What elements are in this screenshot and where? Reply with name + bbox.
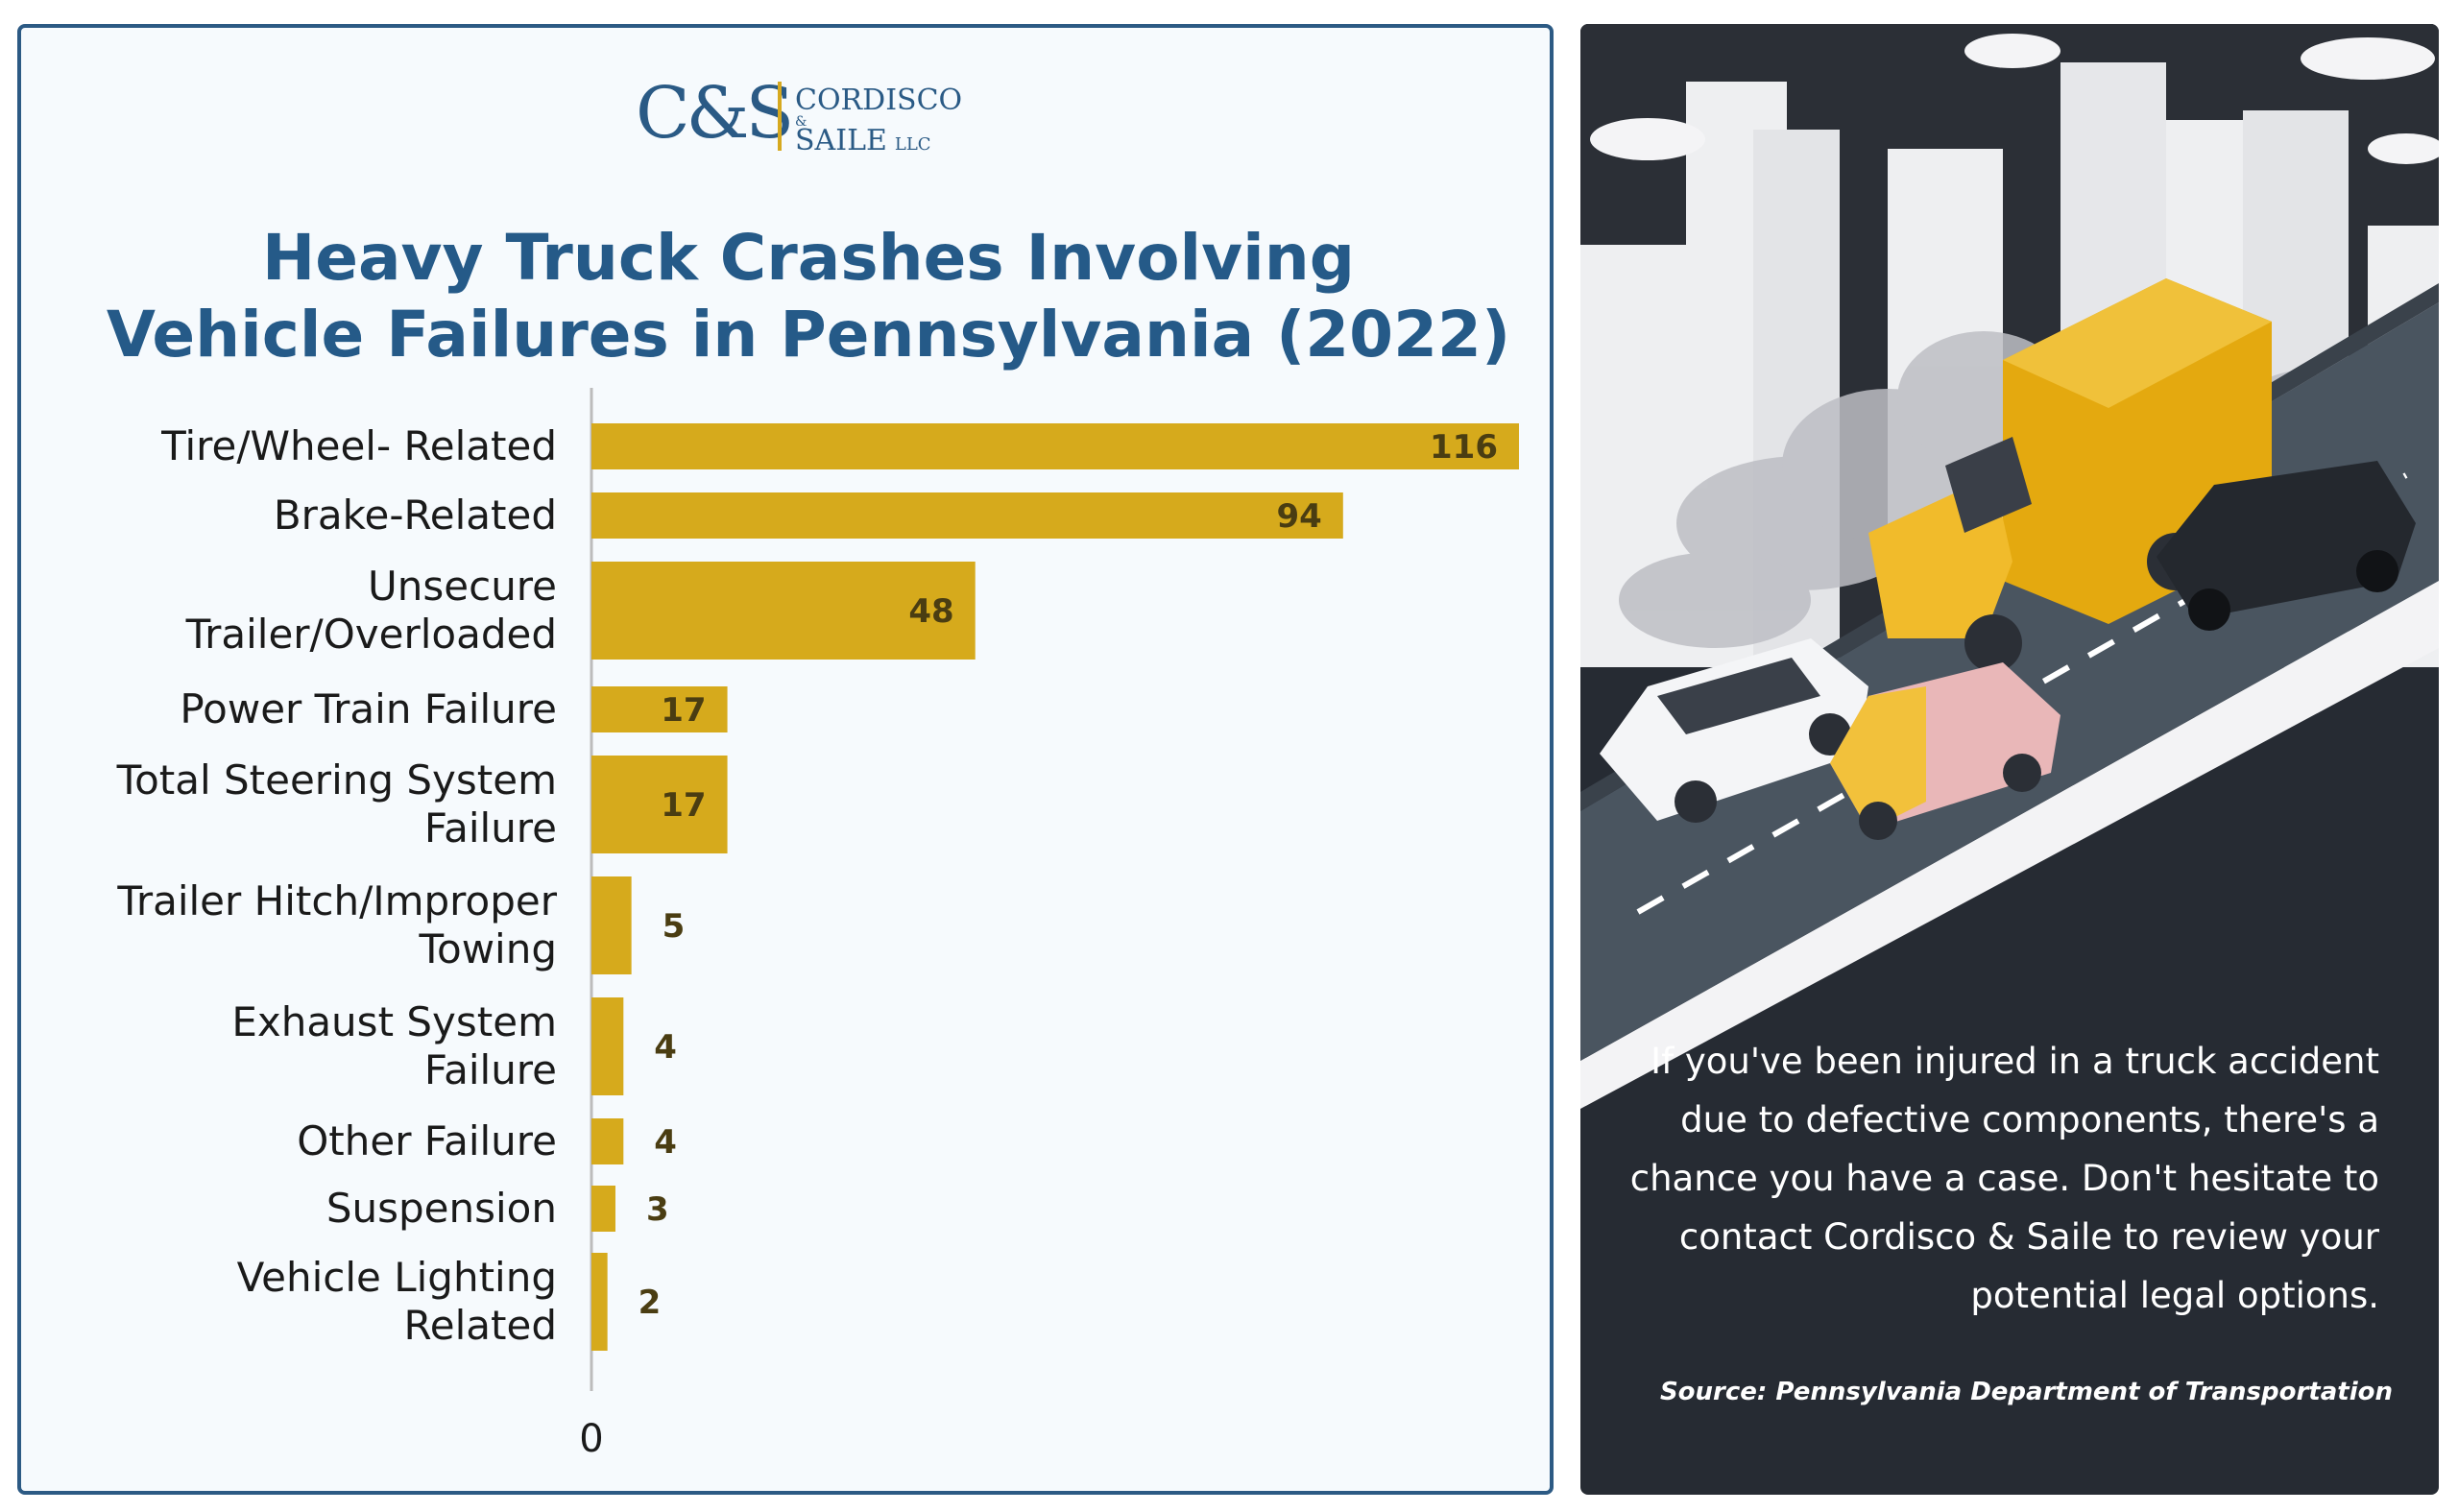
bar (591, 997, 624, 1095)
bar (591, 1118, 624, 1164)
logo-text-ampersand: & (795, 114, 807, 130)
chart-panel: C&S CORDISCO & SAILE LLC Heavy Truck Cras… (17, 24, 1554, 1495)
bar (591, 756, 728, 853)
category-label: Power Train Failure (180, 685, 557, 732)
info-panel: If you've been injured in a truck accide… (1580, 24, 2439, 1495)
cta-message: If you've been injured in a truck accide… (1629, 1041, 2379, 1316)
x-tick-label: 0 (579, 1417, 603, 1461)
yellow-car (1830, 662, 2060, 840)
logo-monogram: C&S (636, 72, 794, 155)
category-label: Vehicle Lighting Related (237, 1254, 557, 1349)
category-label: Suspension (326, 1185, 557, 1232)
bar (591, 423, 1519, 469)
category-label: Total Steering System Failure (116, 756, 557, 852)
data-label: 48 (908, 592, 953, 631)
bridge-deck-front (1580, 581, 2439, 1109)
bar (591, 492, 1343, 539)
data-label: 2 (639, 1284, 662, 1322)
logo-text-saile-word: SAILE (795, 124, 887, 157)
category-label: Other Failure (297, 1117, 557, 1164)
bar (591, 562, 976, 660)
data-label: 94 (1276, 497, 1321, 536)
data-label: 5 (663, 907, 686, 946)
bar (591, 876, 632, 974)
category-label: Exhaust System Failure (231, 998, 557, 1093)
truck-traffic-illustration (1580, 24, 2439, 1109)
bar (591, 1186, 615, 1232)
category-label: Tire/Wheel- Related (160, 422, 557, 469)
black-suv (2157, 461, 2416, 631)
bar (591, 1253, 608, 1351)
category-label: Brake-Related (274, 492, 557, 539)
bar-chart: 116 Tire/Wheel- Related 94 Brake-Related 48 U… (116, 388, 1519, 1461)
data-label: 3 (646, 1190, 669, 1229)
logo-text-cordisco: CORDISCO (795, 84, 963, 117)
data-label: 116 (1430, 428, 1498, 467)
data-label: 4 (654, 1123, 677, 1162)
data-label: 17 (661, 786, 706, 825)
logo-text-llc: LLC (894, 134, 931, 155)
clouds (1590, 34, 2439, 164)
bar (591, 686, 728, 732)
data-label: 17 (661, 691, 706, 730)
logo-divider (778, 82, 782, 151)
category-label: Trailer Hitch/Improper Towing (116, 877, 557, 972)
category-label: Unsecure Trailer/Overloaded (185, 563, 557, 658)
chart-title: Heavy Truck Crashes Involving Vehicle Fa… (106, 221, 1511, 372)
data-label: 4 (654, 1028, 677, 1067)
source-citation: Source: Pennsylvania Department of Trans… (1659, 1378, 2393, 1406)
logo-text-saile: SAILE LLC (795, 124, 931, 157)
